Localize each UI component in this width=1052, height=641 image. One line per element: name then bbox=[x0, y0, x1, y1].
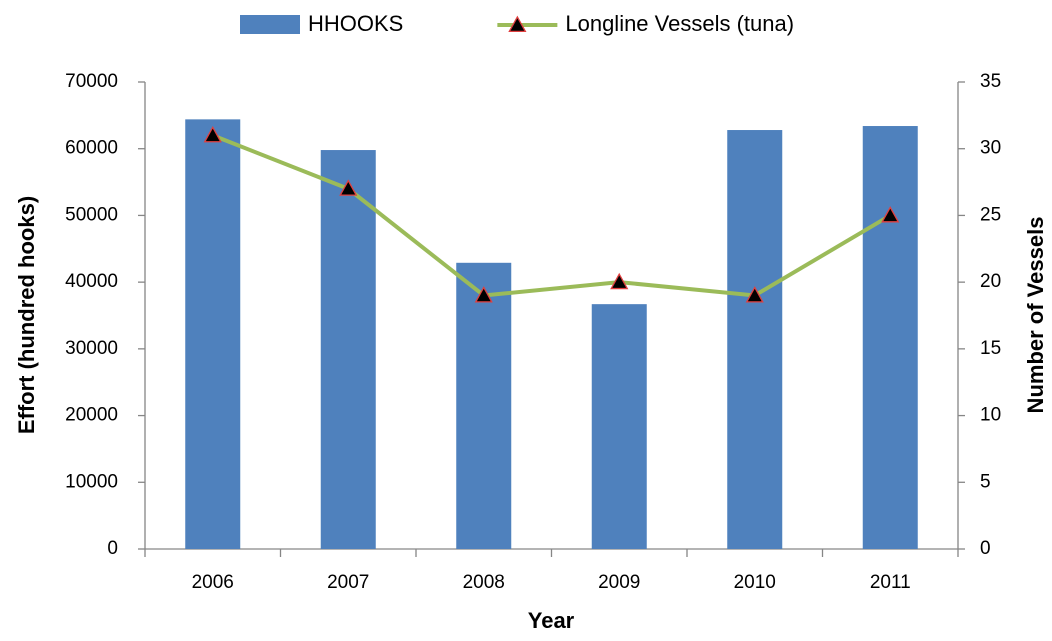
y2-axis-title: Number of Vessels bbox=[1023, 217, 1048, 414]
y2-tick-label: 20 bbox=[980, 271, 1001, 292]
legend-label: Longline Vessels (tuna) bbox=[565, 11, 794, 36]
y-tick-label: 50000 bbox=[65, 204, 118, 225]
x-tick-label: 2008 bbox=[463, 572, 505, 593]
y2-tick-label: 5 bbox=[980, 471, 991, 492]
y-tick-label: 40000 bbox=[65, 271, 118, 292]
bar bbox=[320, 150, 376, 549]
bar bbox=[456, 262, 512, 549]
line-marker bbox=[203, 126, 222, 143]
line-marker bbox=[745, 286, 764, 303]
y-tick-label: 70000 bbox=[65, 71, 118, 92]
bar bbox=[727, 130, 783, 549]
x-axis-title: Year bbox=[528, 608, 575, 633]
y-axis-title: Effort (hundred hooks) bbox=[14, 196, 39, 434]
y2-tick-label: 0 bbox=[980, 538, 991, 559]
bar bbox=[591, 304, 647, 549]
y2-tick-label: 10 bbox=[980, 405, 1001, 426]
y2-tick-label: 15 bbox=[980, 338, 1001, 359]
line bbox=[212, 133, 892, 298]
y-tick-label: 10000 bbox=[65, 471, 118, 492]
legend-swatch bbox=[240, 15, 300, 34]
y2-tick-label: 25 bbox=[980, 204, 1001, 225]
y-tick-label: 0 bbox=[107, 538, 118, 559]
bar bbox=[185, 119, 241, 550]
y-tick-label: 20000 bbox=[65, 405, 118, 426]
x-tick-label: 2007 bbox=[327, 572, 369, 593]
y-tick-label: 60000 bbox=[65, 138, 118, 159]
line-marker bbox=[881, 206, 900, 223]
legend-marker bbox=[508, 15, 527, 33]
x-tick-label: 2010 bbox=[734, 572, 776, 593]
x-tick-label: 2011 bbox=[870, 572, 911, 593]
line-marker bbox=[474, 286, 493, 303]
y2-tick-label: 35 bbox=[980, 71, 1001, 92]
y-tick-label: 30000 bbox=[65, 338, 118, 359]
y2-tick-label: 30 bbox=[980, 138, 1001, 159]
bar bbox=[862, 126, 918, 549]
x-tick-label: 2006 bbox=[192, 572, 234, 593]
legend-label: HHOOKS bbox=[308, 11, 403, 36]
line-marker bbox=[610, 272, 629, 290]
line-marker bbox=[339, 179, 358, 196]
x-tick-label: 2009 bbox=[598, 572, 640, 593]
